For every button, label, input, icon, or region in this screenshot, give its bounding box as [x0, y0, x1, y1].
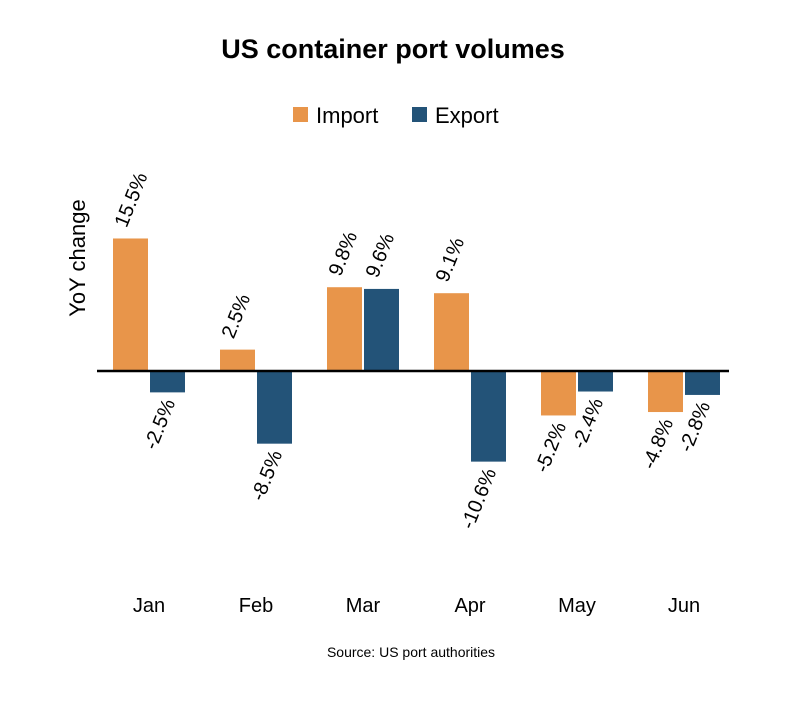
category-label-jan: Jan	[133, 595, 165, 617]
category-label-may: May	[558, 595, 596, 617]
data-label-import-mar: 9.8%	[325, 228, 363, 279]
legend-label-import: Import	[316, 103, 378, 128]
bar-import-apr	[434, 293, 469, 371]
data-label-export-apr: -10.6%	[457, 465, 501, 532]
data-label-import-feb: 2.5%	[218, 291, 256, 342]
data-label-export-feb: -8.5%	[247, 447, 287, 504]
chart-title: US container port volumes	[221, 34, 565, 64]
bar-import-mar	[327, 287, 362, 371]
data-label-import-jun: -4.8%	[638, 415, 678, 472]
bar-export-apr	[471, 371, 506, 462]
category-label-apr: Apr	[454, 595, 485, 617]
source-note: Source: US port authorities	[327, 644, 495, 660]
bar-export-may	[578, 371, 613, 392]
bar-export-jan	[150, 371, 185, 393]
data-label-export-jan: -2.5%	[140, 396, 180, 453]
bar-import-jan	[113, 238, 148, 371]
legend-label-export: Export	[435, 103, 499, 128]
bar-import-jun	[648, 371, 683, 413]
legend-swatch-export	[412, 107, 427, 122]
data-label-import-apr: 9.1%	[432, 234, 470, 285]
category-label-jun: Jun	[668, 595, 700, 617]
bar-export-feb	[257, 371, 292, 444]
bar-export-jun	[685, 371, 720, 395]
data-label-import-jan: 15.5%	[111, 169, 153, 230]
bar-import-may	[541, 371, 576, 416]
y-axis-label: YoY change	[65, 199, 90, 316]
data-label-export-mar: 9.6%	[362, 230, 400, 281]
bar-export-mar	[364, 288, 399, 371]
data-label-import-may: -5.2%	[531, 419, 571, 476]
category-label-feb: Feb	[239, 595, 273, 617]
legend: Import Export	[293, 103, 499, 128]
legend-swatch-import	[293, 107, 308, 122]
bar-import-feb	[220, 349, 255, 371]
category-label-mar: Mar	[346, 595, 381, 617]
